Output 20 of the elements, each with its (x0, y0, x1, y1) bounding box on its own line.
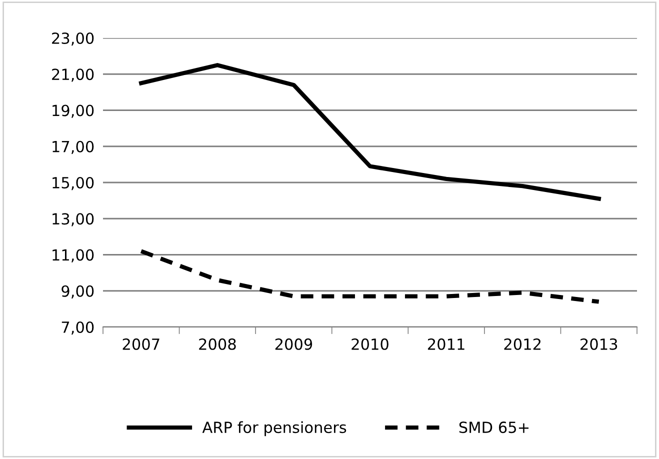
y-tick-label: 15,00 (52, 176, 94, 190)
y-tick-label: 23,00 (52, 32, 94, 46)
y-tick-label: 11,00 (52, 249, 94, 262)
y-tick-label: 17,00 (52, 140, 94, 154)
x-tick-label: 2008 (199, 338, 236, 350)
legend-label: SMD 65+ (459, 422, 529, 434)
line-series (139, 63, 601, 201)
y-tick-label: 7,00 (62, 321, 94, 335)
x-tick-label: 2013 (580, 338, 618, 350)
x-tick-label: 2011 (428, 338, 464, 350)
y-tick-label: 21,00 (52, 68, 94, 82)
x-tick-label: 2007 (122, 338, 160, 350)
x-tick-label: 2012 (504, 338, 540, 350)
y-tick-label: 19,00 (52, 104, 94, 118)
line-series (139, 249, 601, 304)
legend-label: ARP for pensioners (202, 421, 346, 436)
x-tick-label: 2009 (275, 338, 312, 350)
x-tick-label: 2010 (352, 338, 388, 350)
y-tick-label: 9,00 (62, 285, 94, 298)
y-tick-label: 13,00 (52, 213, 94, 226)
